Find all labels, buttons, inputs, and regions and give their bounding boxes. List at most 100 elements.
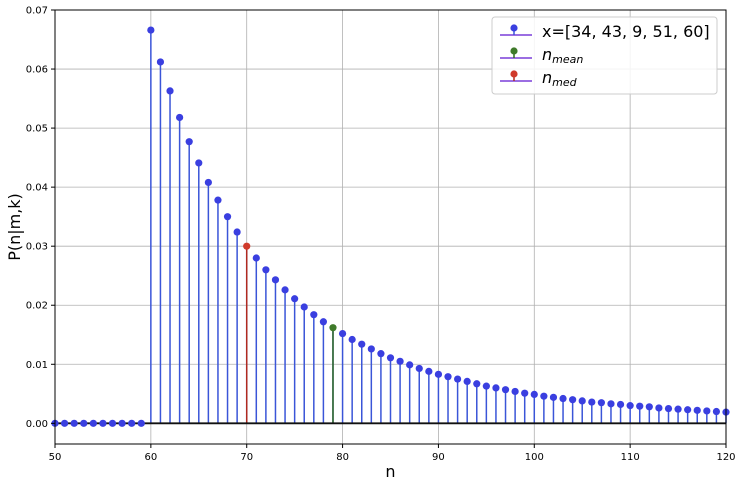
legend-label-subscript: mean [552, 53, 583, 66]
legend-marker [510, 47, 518, 55]
data-point [291, 295, 299, 303]
data-point [674, 405, 682, 413]
data-point [396, 357, 404, 365]
data-point [454, 375, 462, 383]
data-point-med [243, 242, 251, 250]
x-axis-label: n [385, 462, 395, 481]
data-point [377, 350, 385, 358]
stems [150, 30, 727, 424]
data-point [549, 393, 558, 401]
data-point [664, 404, 673, 413]
data-point [684, 406, 692, 414]
data-point [147, 26, 155, 34]
data-point [89, 419, 97, 427]
data-point [223, 213, 232, 221]
points [51, 26, 730, 427]
x-tick-label: 60 [144, 452, 157, 463]
y-tick-label: 0.06 [26, 65, 48, 76]
legend-marker [510, 70, 518, 78]
data-point [386, 354, 395, 362]
data-point [588, 398, 596, 406]
data-point [473, 380, 481, 388]
ticks: 50 60 70 80 90 100 110 120 0.00 0.01 0.02 0.03 0.04 0… [26, 6, 736, 464]
data-point [80, 419, 88, 427]
x-tick-label: 50 [49, 452, 62, 463]
legend-marker [510, 24, 518, 32]
data-point [712, 407, 721, 416]
x-tick-label: 100 [525, 452, 544, 463]
y-tick-label: 0.07 [26, 6, 48, 17]
data-point [616, 400, 625, 409]
data-point [578, 397, 586, 405]
data-point [521, 389, 529, 397]
data-point [166, 87, 174, 95]
y-tick-label: 0.02 [26, 301, 48, 312]
data-point [300, 303, 308, 311]
data-point [310, 311, 318, 319]
legend-box [491, 16, 718, 95]
data-point [281, 286, 289, 294]
data-point [233, 228, 241, 236]
data-point [540, 392, 548, 400]
data-point [569, 396, 577, 404]
data-point [482, 382, 490, 390]
x-tick-label: 80 [336, 452, 349, 463]
data-point [252, 254, 260, 262]
x-tick-label: 70 [240, 452, 253, 463]
data-point [338, 329, 347, 338]
data-point [195, 159, 203, 167]
y-tick-label: 0.01 [26, 360, 48, 371]
data-point [128, 419, 136, 427]
data-point [214, 196, 222, 204]
data-point [597, 399, 605, 407]
data-point [415, 364, 423, 373]
data-point [693, 406, 701, 414]
data-point [530, 390, 538, 398]
x-tick-label: 110 [621, 452, 640, 463]
data-point [511, 387, 519, 396]
y-tick-label: 0.05 [26, 124, 48, 135]
data-point [348, 335, 356, 344]
data-point [60, 419, 69, 427]
data-point [271, 276, 280, 284]
data-point [703, 407, 711, 415]
y-tick-label: 0.03 [26, 242, 48, 253]
axes-frame [54, 9, 727, 445]
data-point [118, 419, 126, 427]
data-point [655, 404, 663, 412]
data-point [425, 367, 433, 375]
y-tick-label: 0.00 [26, 419, 48, 430]
data-point [463, 377, 471, 386]
legend-label-subscript: med [552, 76, 577, 89]
data-point [185, 138, 193, 146]
legend-label-main: n [542, 45, 552, 64]
data-point [636, 402, 644, 410]
data-point [645, 403, 653, 411]
data-point [358, 340, 366, 348]
legend-label: nmed [542, 68, 578, 89]
data-point [137, 419, 145, 427]
legend-label: x=[34, 43, 9, 51, 60] [542, 22, 710, 41]
data-point [367, 345, 375, 353]
data-point [108, 419, 117, 427]
data-point [70, 419, 78, 427]
y-axis-label: P(n|m,k) [5, 193, 24, 261]
plot-frame [54, 9, 727, 445]
data-point [607, 400, 615, 408]
data-point [406, 361, 414, 369]
x-tick-label: 120 [716, 452, 735, 463]
data-point-mean [329, 324, 337, 332]
data-point [204, 178, 212, 187]
x-tick-label: 90 [432, 452, 445, 463]
legend-label-main: n [542, 68, 552, 87]
y-tick-label: 0.04 [26, 183, 48, 194]
legend-label: nmean [542, 45, 583, 66]
data-point [99, 419, 107, 427]
data-point [501, 386, 510, 394]
data-point [262, 266, 270, 274]
data-point [559, 394, 567, 403]
data-point [319, 318, 327, 326]
